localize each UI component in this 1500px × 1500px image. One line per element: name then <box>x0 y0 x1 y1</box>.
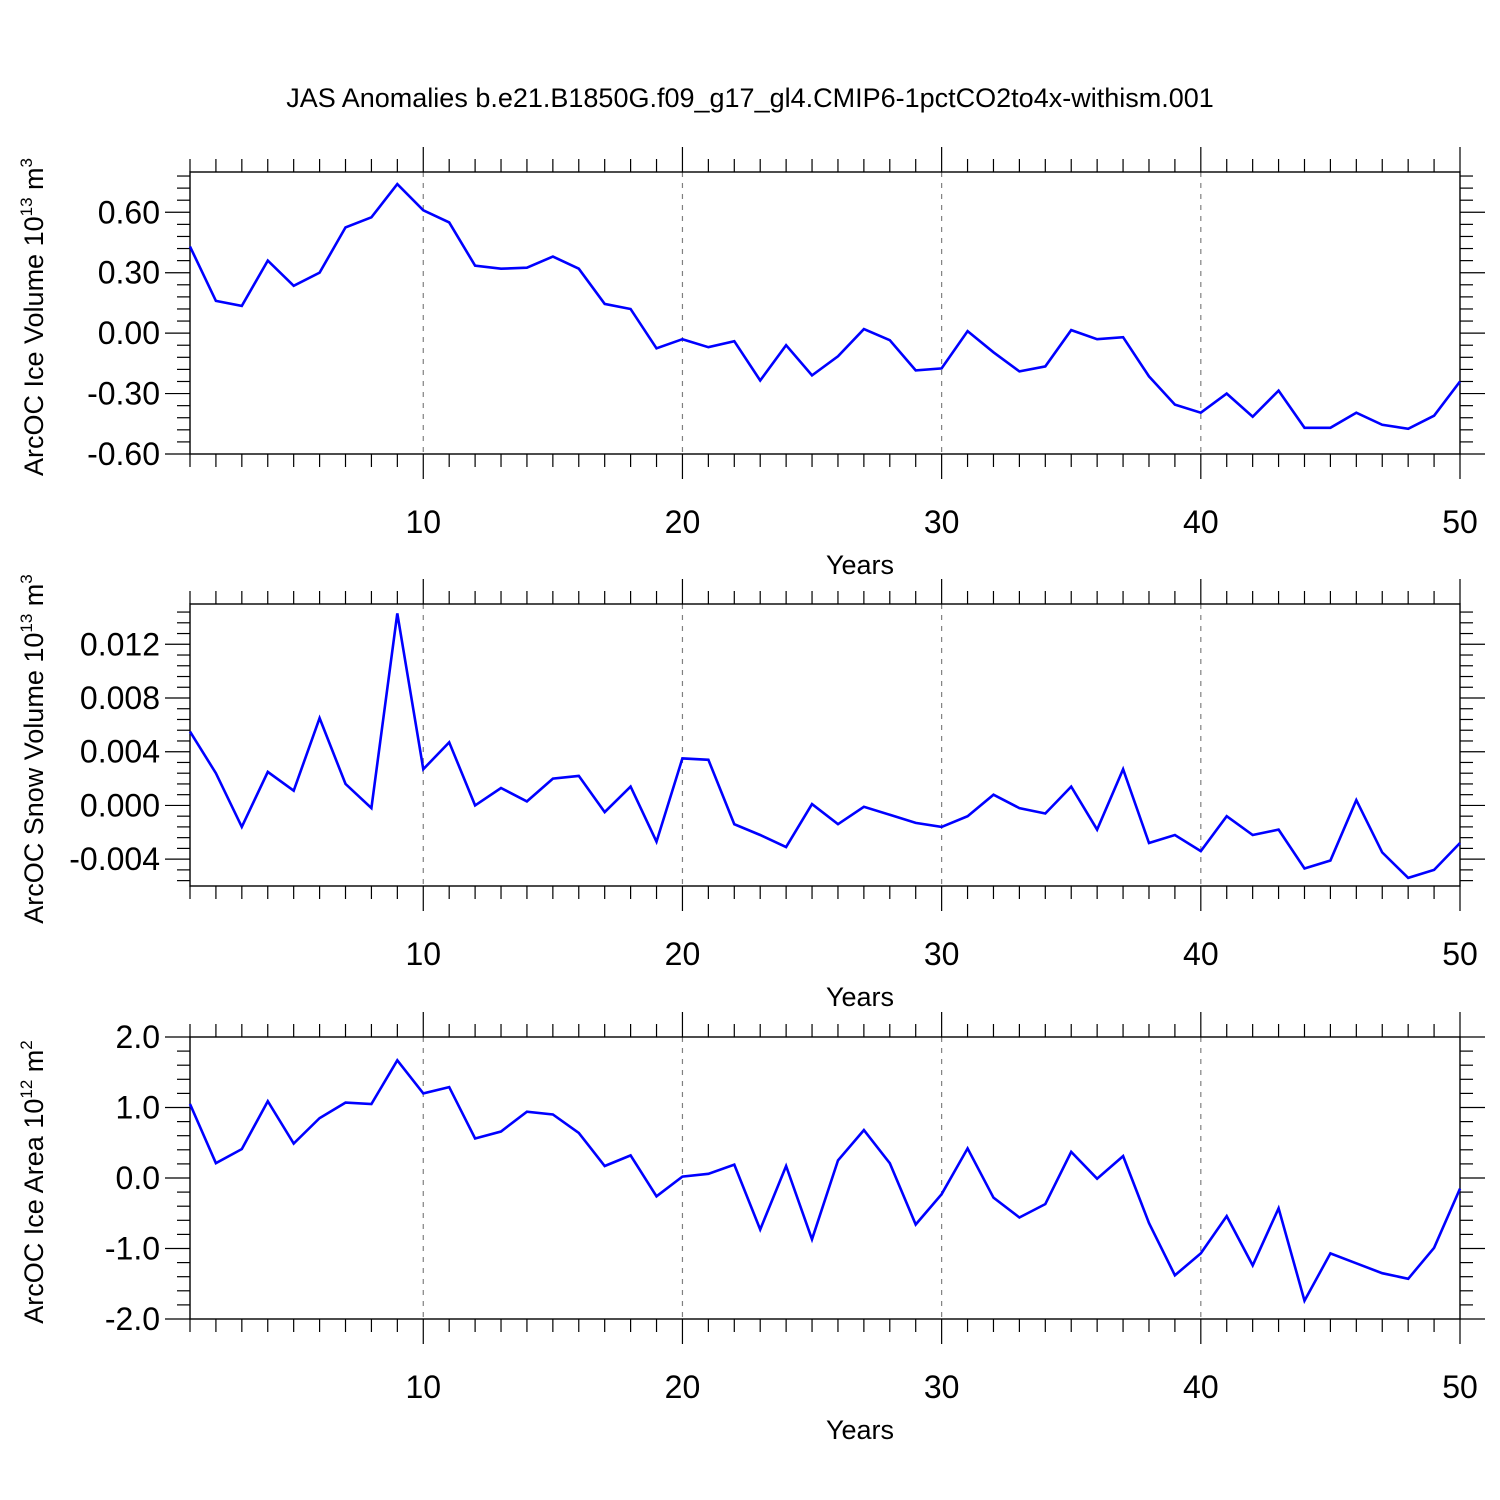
x-tick-label-40: 40 <box>1183 1369 1219 1405</box>
y-axis-label-unit-exponent: 3 <box>17 574 36 583</box>
y-tick-label: -0.60 <box>87 436 160 472</box>
y-axis-label-text: ArcOC Ice Volume 10 <box>19 216 49 476</box>
y-tick-label: -0.30 <box>87 376 160 412</box>
plot-frame <box>189 171 1461 455</box>
x-axis-label: Years <box>826 1415 894 1445</box>
series-line-ice-volume <box>188 182 1462 431</box>
x-tick-label-30: 30 <box>924 1369 960 1405</box>
y-axis-label-exponent: 12 <box>17 1080 36 1099</box>
y-tick-label: 0.60 <box>98 194 160 230</box>
y-tick-label: 2.0 <box>116 1019 160 1055</box>
y-tick-label: -0.004 <box>69 841 160 877</box>
y-axis-label-text: ArcOC Snow Volume 10 <box>19 633 49 924</box>
y-axis-label-unit: m <box>19 584 49 614</box>
x-tick-label-20: 20 <box>665 1369 701 1405</box>
y-axis-label: ArcOC Ice Volume 1013 m3 <box>17 158 49 476</box>
y-tick-label: 0.00 <box>98 315 160 351</box>
y-axis-label-unit-exponent: 2 <box>17 1040 36 1049</box>
plot-frame <box>189 1036 1461 1320</box>
x-tick-label-30: 30 <box>924 504 960 540</box>
x-tick-label-20: 20 <box>665 504 701 540</box>
y-axis-label: ArcOC Snow Volume 1013 m3 <box>17 574 49 924</box>
panels: 10 20 30 40 50 0.60 0.30 0.00 -0.30 -0.60 Years Arc… <box>17 147 1485 1445</box>
x-axis-label: Years <box>826 982 894 1012</box>
y-axis-label-exponent: 13 <box>17 197 36 216</box>
y-tick-label: 0.000 <box>80 787 160 823</box>
y-axis-label-unit: m <box>19 1050 49 1080</box>
x-tick-label-10: 10 <box>405 936 441 972</box>
y-tick-label: 1.0 <box>116 1090 160 1126</box>
panel-ice-volume: 10 20 30 40 50 0.60 0.30 0.00 -0.30 -0.60 Years Arc… <box>17 147 1485 580</box>
y-axis-label-text: ArcOC Ice Area 10 <box>19 1099 49 1324</box>
y-tick-label: 0.008 <box>80 680 160 716</box>
y-tick-label: 0.004 <box>80 734 160 770</box>
x-tick-label-30: 30 <box>924 936 960 972</box>
y-tick-label: 0.0 <box>116 1160 160 1196</box>
panel-ice-area: 10 20 30 40 50 2.0 1.0 0.0 -1.0 -2.0 Years ArcOC Ic… <box>17 1012 1485 1445</box>
x-tick-label-50: 50 <box>1442 504 1478 540</box>
y-tick-label: -2.0 <box>105 1301 160 1337</box>
series-line-ice-area <box>188 1058 1462 1305</box>
panel-snow-volume: 10 20 30 40 50 0.012 0.008 0.004 0.000 -0.004 Year… <box>17 574 1485 1012</box>
y-tick-label: -1.0 <box>105 1231 160 1267</box>
y-axis-label-unit-exponent: 3 <box>17 158 36 167</box>
x-tick-label-20: 20 <box>665 936 701 972</box>
x-tick-label-40: 40 <box>1183 936 1219 972</box>
x-tick-label-10: 10 <box>405 504 441 540</box>
x-axis-label: Years <box>826 550 894 580</box>
x-tick-label-10: 10 <box>405 1369 441 1405</box>
y-tick-label: 0.012 <box>80 626 160 662</box>
y-axis-label-unit: m <box>19 167 49 197</box>
x-tick-label-50: 50 <box>1442 936 1478 972</box>
y-axis-label: ArcOC Ice Area 1012 m2 <box>17 1040 49 1324</box>
y-axis-label-exponent: 13 <box>17 614 36 633</box>
x-tick-label-50: 50 <box>1442 1369 1478 1405</box>
x-tick-label-40: 40 <box>1183 504 1219 540</box>
plot-frame <box>189 603 1461 887</box>
series-line-snow-volume <box>188 613 1461 880</box>
y-tick-label: 0.30 <box>98 255 160 291</box>
figure-title: JAS Anomalies b.e21.B1850G.f09_g17_gl4.C… <box>286 83 1214 113</box>
